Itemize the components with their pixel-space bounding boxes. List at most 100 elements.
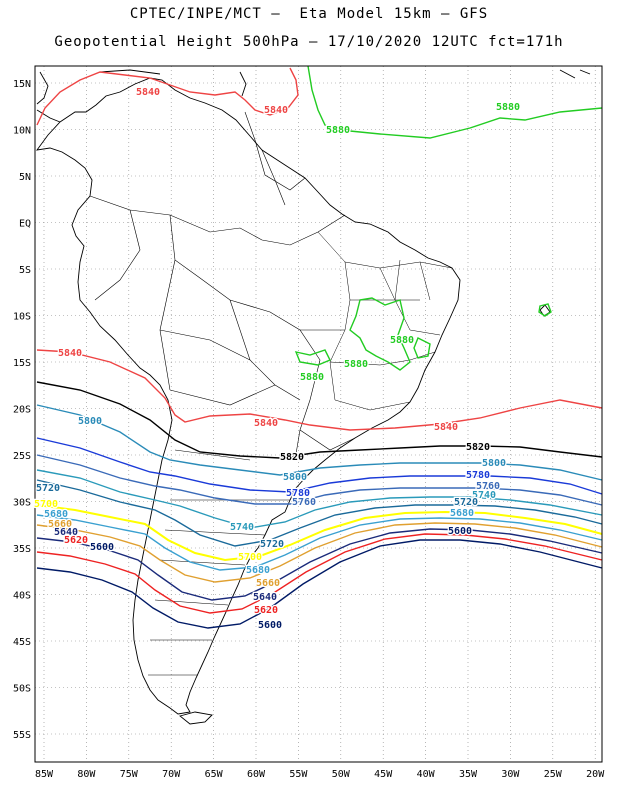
longitude-tick-label: 55W — [289, 769, 308, 780]
longitude-tick-label: 70W — [162, 769, 181, 780]
contour-5660 — [36, 522, 603, 583]
contour-labels: 5840 5840 5880 5880 5880 5880 5880 5840 5840 5840… — [33, 86, 522, 633]
latitude-tick-label: 15N — [13, 79, 31, 90]
latitude-tick-label: 10S — [13, 312, 31, 323]
contour-5880-atlantic — [538, 303, 552, 317]
contour-label-5680: 5680 — [246, 565, 270, 576]
tierra-del-fuego — [179, 711, 213, 725]
latitude-tick-label: EQ — [19, 219, 31, 230]
contour-label-5820: 5820 — [466, 442, 490, 453]
contour-label-5880: 5880 — [344, 359, 368, 370]
map-frame-bg — [35, 66, 602, 762]
longitude-tick-label: 50W — [332, 769, 351, 780]
contour-label-5720: 5720 — [260, 539, 284, 550]
latitude-tick-label: 25S — [13, 451, 31, 462]
contour-label-5800: 5800 — [283, 472, 307, 483]
contour-5680 — [36, 514, 603, 571]
contour-5720 — [36, 479, 603, 547]
contour-label-5880: 5880 — [390, 335, 414, 346]
contour-5840-north — [36, 67, 299, 126]
contour-label-5880: 5880 — [326, 125, 350, 136]
central-america-coastline — [36, 71, 61, 123]
contour-label-5800: 5800 — [482, 458, 506, 469]
contour-5820 — [36, 381, 603, 459]
brazil-states — [300, 231, 453, 411]
contour-label-5700: 5700 — [238, 552, 262, 563]
latitude-tick-label: 20S — [13, 405, 31, 416]
latitude-tick-label: 30S — [13, 498, 31, 509]
contour-5840-south — [36, 349, 603, 431]
longitude-tick-label: 30W — [501, 769, 520, 780]
contour-label-5600: 5600 — [90, 542, 114, 553]
contour-5800 — [36, 404, 603, 481]
contour-label-5740: 5740 — [230, 522, 254, 533]
latitude-tick-label: 5S — [19, 265, 31, 276]
longitude-tick-label: 85W — [35, 769, 54, 780]
contour-label-5640: 5640 — [54, 527, 78, 538]
contour-label-5660: 5660 — [256, 578, 280, 589]
longitude-tick-label: 75W — [120, 769, 139, 780]
contour-label-5880: 5880 — [300, 372, 324, 383]
contour-label-5840: 5840 — [58, 348, 82, 359]
contour-5880-brazil-a — [349, 297, 411, 371]
south-america-coastline — [35, 77, 461, 715]
axis-labels: 85W 80W 75W 70W 65W 60W 55W 50W 45W 40W 35W 30W 25W 2… — [13, 79, 605, 780]
contour-5600 — [36, 539, 603, 629]
contour-label-5760: 5760 — [292, 497, 316, 508]
contour-5740 — [36, 469, 603, 529]
latitude-tick-label: 15S — [13, 358, 31, 369]
contour-label-5680: 5680 — [450, 508, 474, 519]
longitude-tick-label: 20W — [586, 769, 605, 780]
country-borders — [89, 111, 356, 461]
contour-label-5620: 5620 — [64, 535, 88, 546]
latitude-tick-label: 40S — [13, 591, 31, 602]
longitude-tick-label: 40W — [417, 769, 436, 780]
contour-label-5800: 5800 — [78, 416, 102, 427]
latitude-tick-label: 50S — [13, 684, 31, 695]
contour-label-5840: 5840 — [136, 87, 160, 98]
contour-5880-brazil-c — [413, 337, 431, 359]
contour-label-5780: 5780 — [466, 470, 490, 481]
contour-label-5660: 5660 — [48, 519, 72, 530]
contour-label-5880: 5880 — [496, 102, 520, 113]
contour-label-5720: 5720 — [36, 483, 60, 494]
latitude-tick-label: 5N — [19, 172, 31, 183]
contour-label-5740: 5740 — [472, 490, 496, 501]
map-title: CPTEC/INPE/MCT – Eta Model 15km – GFS — [129, 6, 489, 22]
longitude-tick-label: 45W — [374, 769, 393, 780]
contour-lines — [36, 65, 603, 629]
contour-5640 — [36, 528, 603, 601]
contour-label-5640: 5640 — [253, 592, 277, 603]
contour-label-5840: 5840 — [254, 418, 278, 429]
contour-label-5620: 5620 — [254, 605, 278, 616]
contour-label-5720: 5720 — [454, 497, 478, 508]
map-frame — [34, 65, 603, 763]
longitude-tick-label: 80W — [77, 769, 96, 780]
contour-label-5780: 5780 — [286, 488, 310, 499]
map-subtitle: Geopotential Height 500hPa – 17/10/2020 … — [54, 34, 564, 50]
latitude-tick-label: 55S — [13, 730, 31, 741]
contour-label-5760: 5760 — [476, 481, 500, 492]
coastlines — [35, 69, 591, 725]
longitude-tick-label: 25W — [544, 769, 563, 780]
contour-5880-north — [307, 65, 603, 139]
contour-label-5600: 5600 — [258, 620, 282, 631]
longitude-tick-label: 65W — [205, 769, 224, 780]
contour-label-5820: 5820 — [280, 452, 304, 463]
contour-5780 — [36, 437, 603, 495]
contour-label-5840: 5840 — [434, 422, 458, 433]
contour-label-5840: 5840 — [264, 105, 288, 116]
contour-label-5600: 5600 — [448, 526, 472, 537]
contour-5700 — [36, 504, 603, 562]
latitude-tick-label: 35S — [13, 544, 31, 555]
longitude-tick-label: 60W — [247, 769, 266, 780]
contour-label-5700: 5700 — [34, 499, 58, 510]
contour-5880-brazil-b — [294, 349, 331, 366]
caribbean-islands — [99, 69, 591, 317]
longitude-tick-label: 35W — [459, 769, 478, 780]
latitude-tick-label: 45S — [13, 637, 31, 648]
latitude-tick-label: 10N — [13, 126, 31, 137]
contour-label-5680: 5680 — [44, 509, 68, 520]
contour-5620 — [36, 533, 603, 614]
